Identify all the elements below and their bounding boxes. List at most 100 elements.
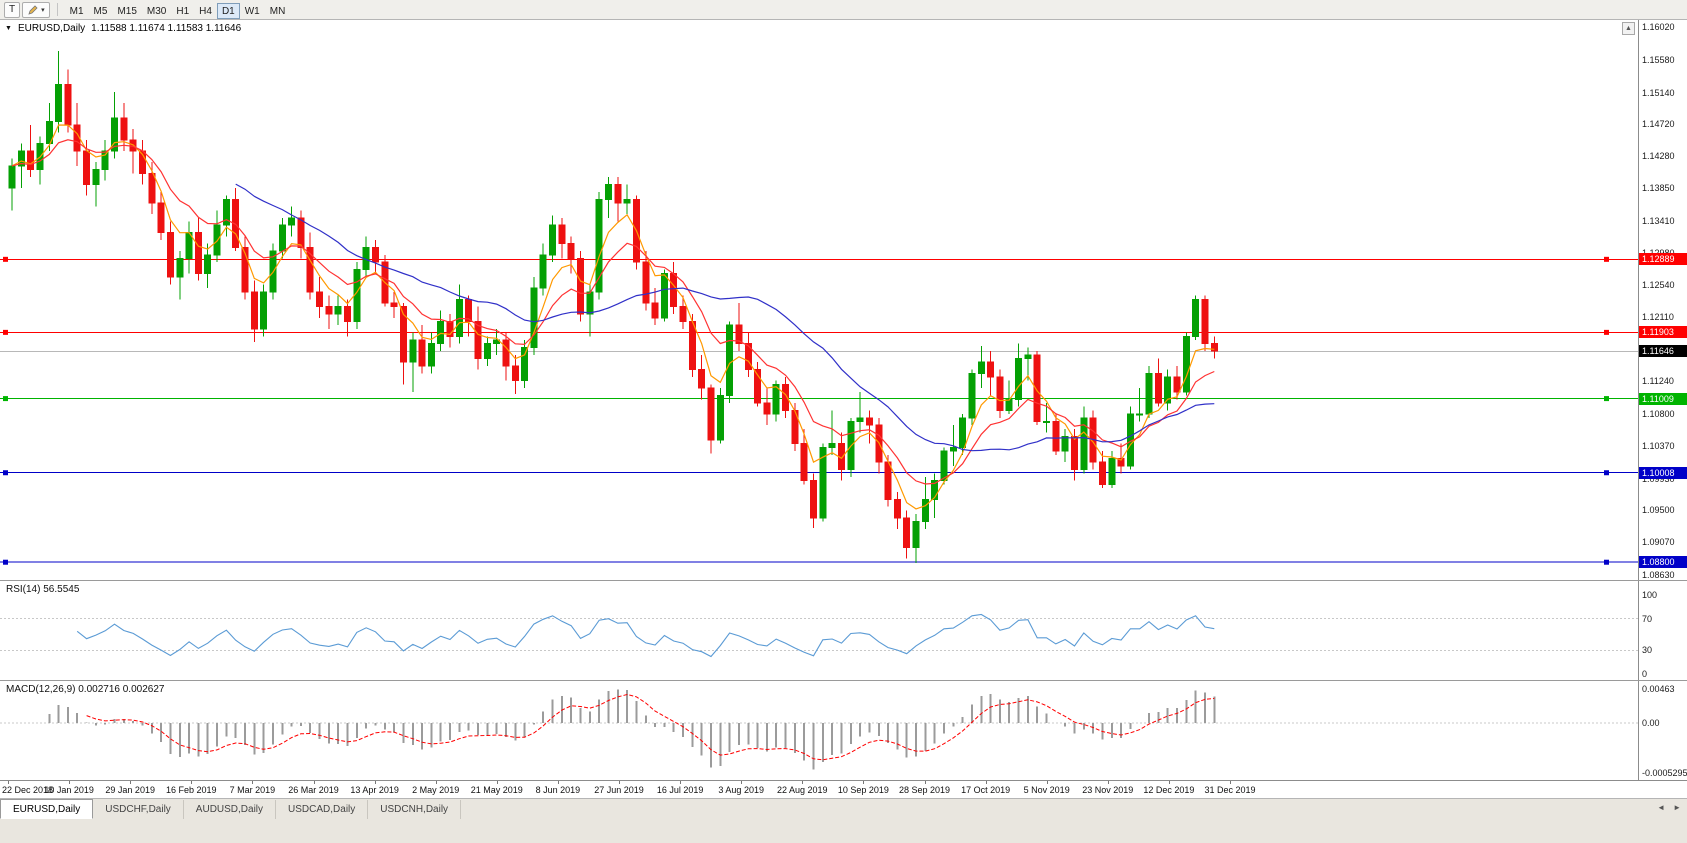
- price-axis-label: 1.08630: [1642, 569, 1675, 580]
- horizontal-line-1.10008[interactable]: [0, 470, 1638, 476]
- rsi-axis-label: 30: [1642, 645, 1653, 656]
- macd-axis-label: 0.00: [1642, 718, 1660, 729]
- date-tick: [496, 781, 498, 784]
- rsi-axis[interactable]: 100 70 30 0: [1638, 581, 1687, 680]
- date-label: 16 Jul 2019: [656, 785, 704, 795]
- macd-chart[interactable]: MACD(12,26,9) 0.002716 0.002627: [0, 681, 1638, 780]
- rsi-axis-label: 100: [1642, 590, 1658, 600]
- horizontal-line-1.08800[interactable]: [0, 559, 1638, 565]
- chart-title: ▼ EURUSD,Daily 1.11588 1.11674 1.11583 1…: [5, 23, 241, 34]
- date-label: 5 Nov 2019: [1023, 785, 1070, 795]
- tab-eurusd-daily[interactable]: EURUSD,Daily: [0, 799, 94, 819]
- price-axis-label: 1.15140: [1642, 87, 1675, 98]
- price-chart[interactable]: ▼ EURUSD,Daily 1.11588 1.11674 1.11583 1…: [0, 20, 1638, 580]
- price-tag: 1.11646: [1639, 345, 1687, 358]
- ma-line-slow: [235, 183, 1215, 452]
- chart-tab-bar: EURUSD,Daily USDCHF,Daily AUDUSD,Daily USDC…: [0, 798, 1687, 819]
- candles-group: [8, 51, 1218, 563]
- rsi-axis-label: 0: [1642, 669, 1648, 679]
- time-axis[interactable]: 22 Dec 2018 10 Jan 2019 29 Jan 2019 16 Feb …: [0, 780, 1687, 798]
- candlestick-chart-svg: [0, 51, 1638, 565]
- chart-menu-icon[interactable]: ▼: [5, 25, 12, 32]
- price-axis-label: 1.12110: [1642, 312, 1674, 323]
- date-tick: [863, 781, 865, 784]
- date-tick: [191, 781, 193, 784]
- timeframe-button-w1[interactable]: W1: [244, 5, 260, 17]
- date-tick: [741, 781, 743, 784]
- date-tick: [1168, 781, 1170, 784]
- date-tick: [252, 781, 254, 784]
- rsi-axis-label: 70: [1642, 613, 1653, 624]
- macd-panel: MACD(12,26,9) 0.002716 0.002627 0.00463 0…: [0, 680, 1687, 780]
- rsi-line-svg: [0, 613, 1638, 658]
- timeframe-button-h4[interactable]: H4: [199, 5, 212, 17]
- price-axis-label: 1.10370: [1642, 440, 1675, 451]
- date-label: 10 Jan 2019: [44, 785, 94, 795]
- date-tick: [1107, 781, 1109, 784]
- tab-audusd-daily[interactable]: AUDUSD,Daily: [184, 800, 277, 819]
- draw-tool-button[interactable]: ▾: [22, 1, 50, 18]
- tab-scroll-right-icon[interactable]: ►: [1673, 803, 1681, 812]
- timeframe-button-d1[interactable]: D1: [216, 3, 240, 19]
- date-tick: [680, 781, 682, 784]
- rsi-line: [76, 613, 1215, 658]
- price-tag: 1.08800: [1639, 556, 1687, 569]
- price-axis-label: 1.09070: [1642, 537, 1675, 548]
- price-tag: 1.11009: [1639, 392, 1687, 405]
- symbol-period-label: EURUSD,Daily: [17, 23, 86, 34]
- price-axis[interactable]: 1.16020 1.15580 1.15140 1.14720 1.14280 1.138…: [1638, 20, 1687, 580]
- horizontal-line-1.11009[interactable]: [0, 396, 1638, 402]
- rsi-chart[interactable]: RSI(14) 56.5545: [0, 581, 1638, 680]
- date-label: 22 Dec 2018: [2, 785, 54, 795]
- timeframe-button-mn[interactable]: MN: [269, 5, 286, 17]
- tab-usdchf-daily[interactable]: USDCHF,Daily: [93, 800, 184, 819]
- date-label: 17 Oct 2019: [961, 785, 1011, 795]
- price-tag: 1.11903: [1639, 326, 1687, 339]
- text-tool-button[interactable]: T: [4, 1, 21, 18]
- date-tick: [1230, 781, 1231, 784]
- timeframe-button-m5[interactable]: M5: [93, 5, 108, 17]
- macd-histogram-svg: [0, 689, 1638, 770]
- rsi-panel: RSI(14) 56.5545 100 70 30 0: [0, 580, 1687, 680]
- timeframe-button-m1[interactable]: M1: [69, 5, 84, 17]
- date-label: 7 Mar 2019: [229, 785, 276, 795]
- date-tick: [374, 781, 376, 784]
- timeframe-button-h1[interactable]: H1: [176, 5, 190, 17]
- date-tick: [69, 781, 71, 784]
- macd-label: MACD(12,26,9) 0.002716 0.002627: [6, 684, 165, 695]
- date-label: 3 Aug 2019: [718, 785, 764, 795]
- macd-axis-label: -0.0005295: [1642, 768, 1687, 778]
- tab-usdcad-daily[interactable]: USDCAD,Daily: [276, 800, 369, 819]
- price-axis-label: 1.12540: [1642, 280, 1675, 291]
- date-tick: [802, 781, 804, 784]
- date-tick: [985, 781, 987, 784]
- date-label: 16 Feb 2019: [166, 785, 217, 795]
- macd-axis[interactable]: 0.00463 0.00 -0.0005295: [1638, 681, 1687, 780]
- horizontal-line-1.11903[interactable]: [0, 329, 1638, 335]
- timeframe-button-m15[interactable]: M15: [117, 5, 137, 17]
- price-axis-label: 1.14280: [1642, 151, 1675, 162]
- status-area: [0, 819, 1687, 843]
- ohlc-values: 1.11588 1.11674 1.11583 1.11646: [91, 23, 242, 34]
- tab-scroll-left-icon[interactable]: ◄: [1657, 803, 1666, 812]
- date-label: 8 Jun 2019: [535, 785, 581, 795]
- ma-line-mid: [11, 139, 1215, 485]
- ma-line-fast: [11, 124, 1215, 510]
- tab-usdcnh-daily[interactable]: USDCNH,Daily: [368, 800, 462, 819]
- scroll-up-button[interactable]: ▲: [1622, 22, 1635, 35]
- date-label: 28 Sep 2019: [898, 785, 951, 795]
- date-label: 26 Mar 2019: [288, 785, 339, 795]
- date-tick: [313, 781, 315, 784]
- price-axis-label: 1.13410: [1642, 215, 1675, 226]
- date-label: 12 Dec 2019: [1143, 785, 1195, 795]
- date-tick: [130, 781, 132, 784]
- rsi-label: RSI(14) 56.5545: [6, 584, 80, 595]
- date-tick: [8, 781, 9, 784]
- timeframe-button-m30[interactable]: M30: [146, 5, 167, 17]
- timeframe-buttons: M1 M5 M15 M30 H1 H4 D1 W1 MN: [65, 0, 291, 19]
- price-axis-label: 1.12980: [1642, 248, 1675, 258]
- date-tick: [557, 781, 559, 784]
- price-axis-label: 1.14720: [1642, 118, 1675, 129]
- date-label: 31 Dec 2019: [1204, 785, 1256, 795]
- date-tick: [924, 781, 926, 784]
